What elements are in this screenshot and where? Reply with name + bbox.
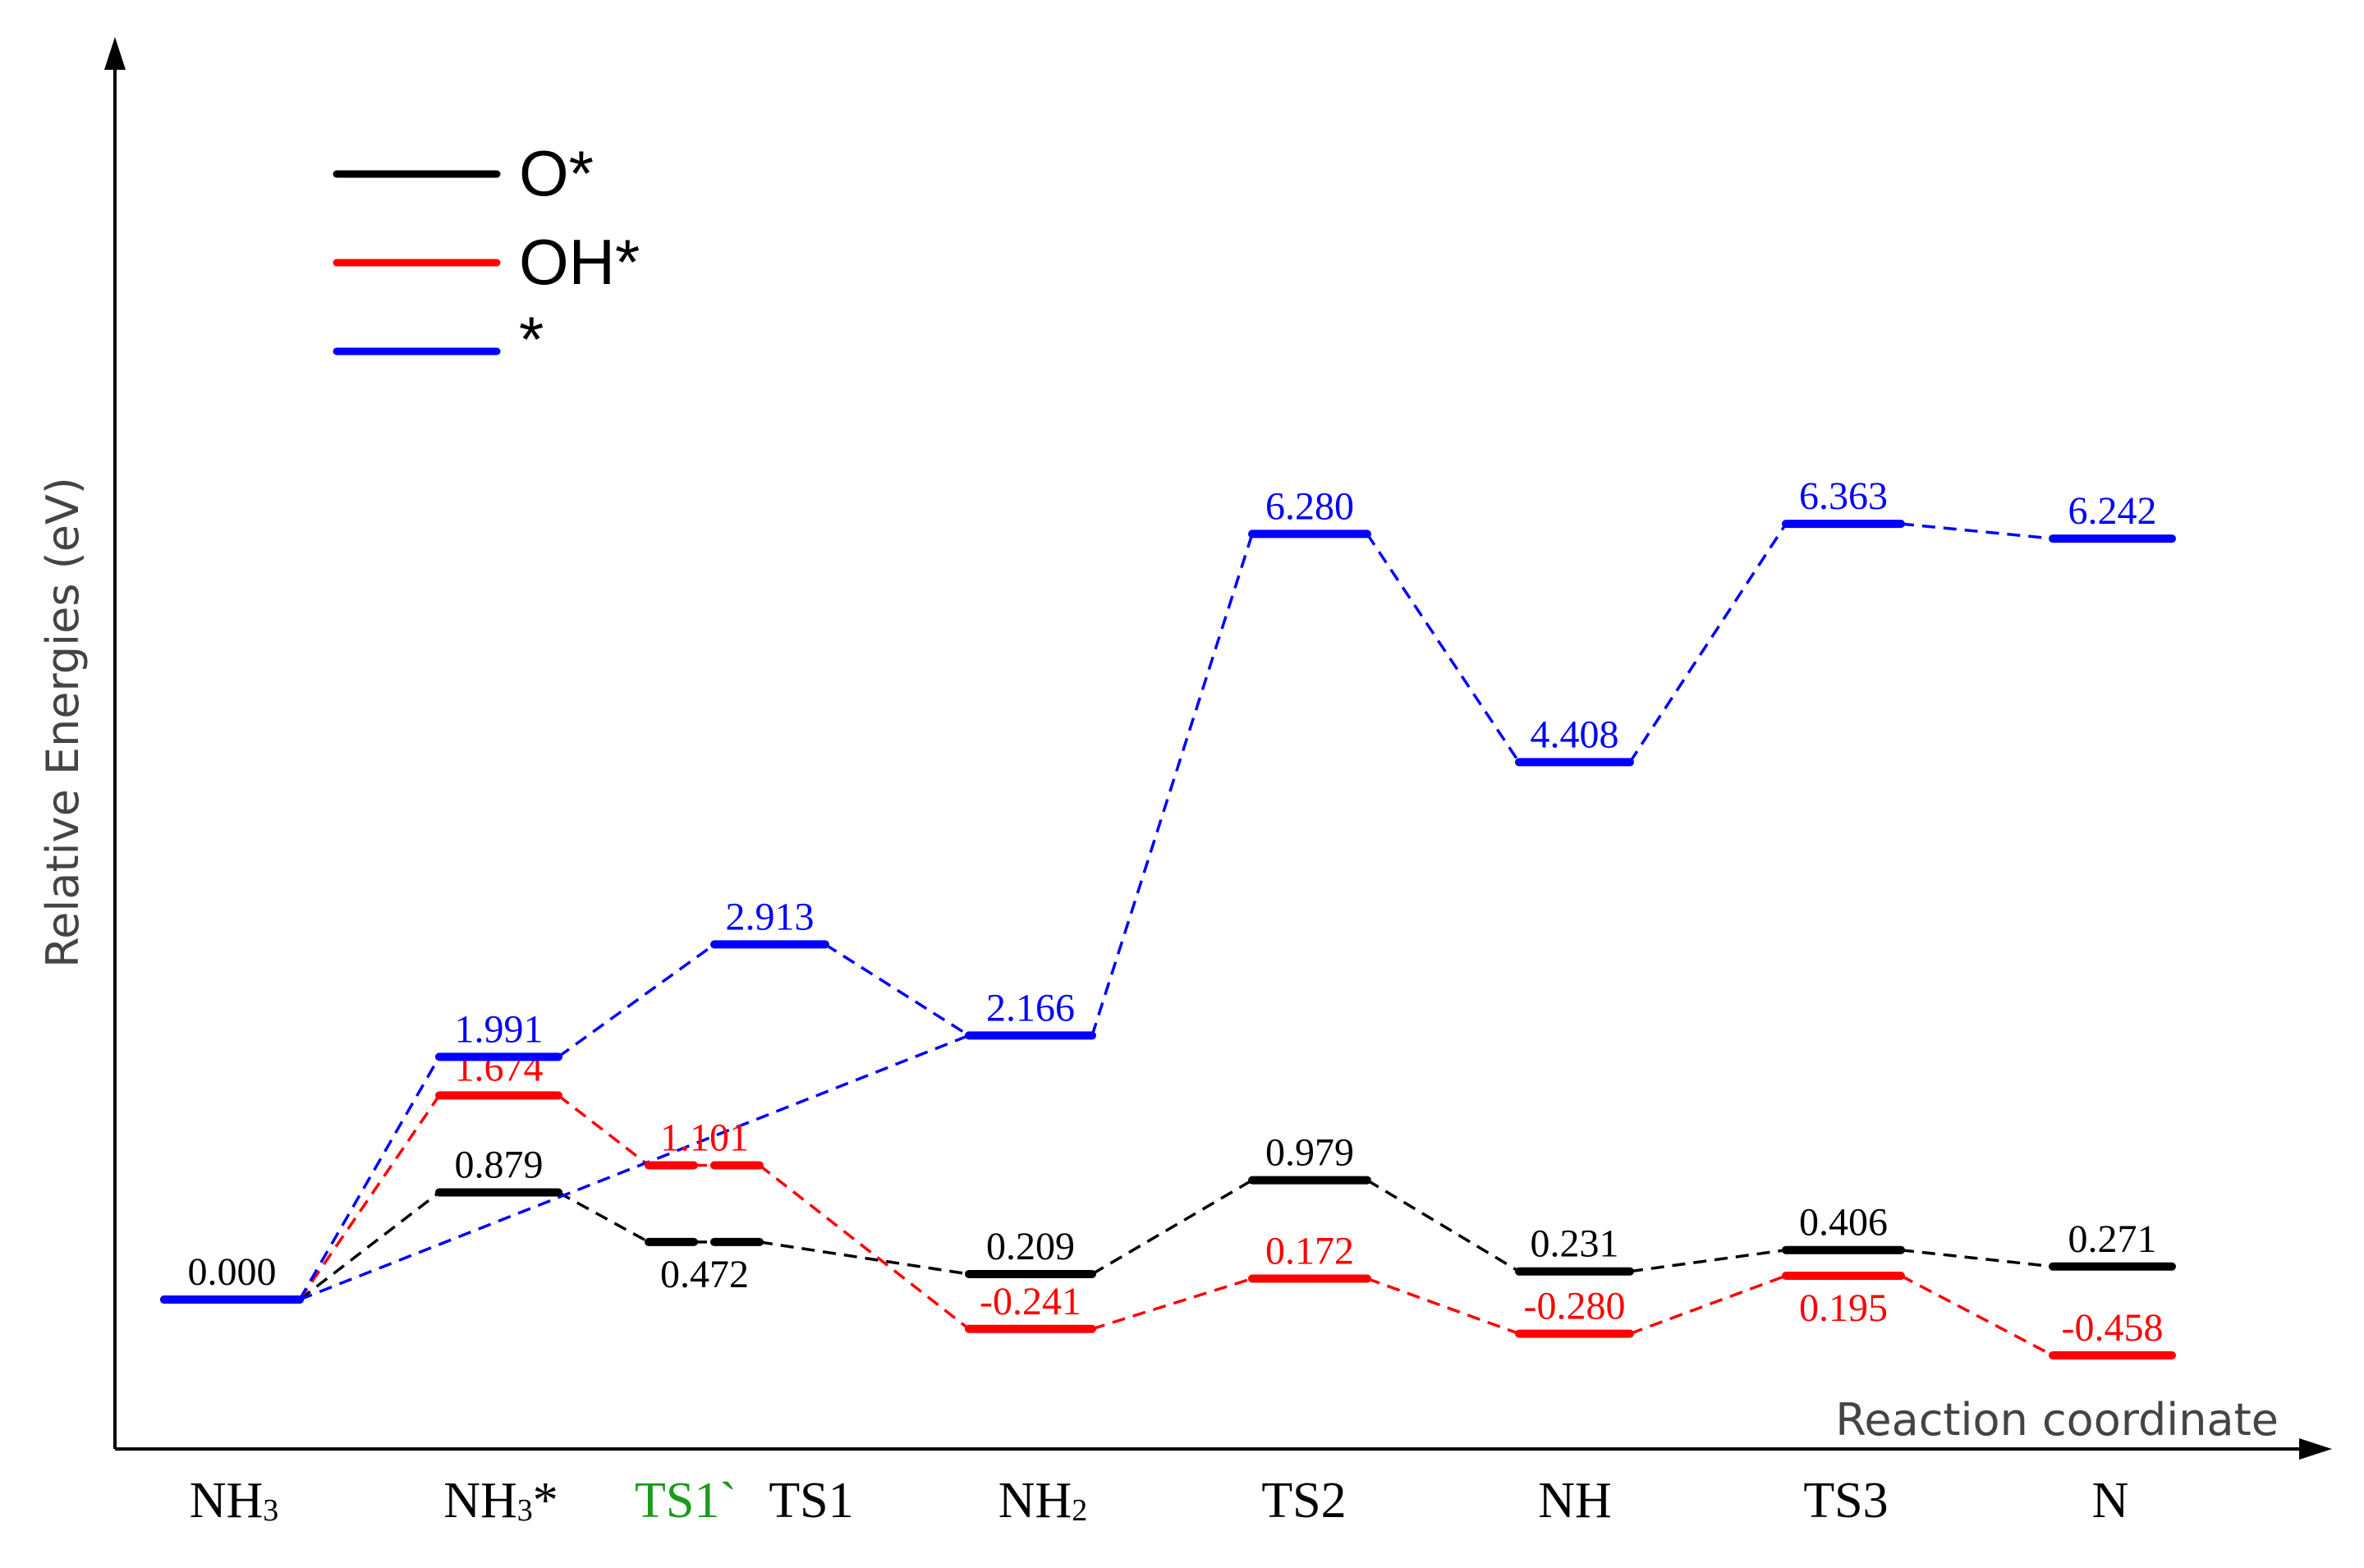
connector-o-5 — [1366, 1179, 1520, 1273]
x-tick-labels: NH3 NH3* TS1` TS1 NH2 TS2 NH TS3 N — [190, 1473, 2129, 1529]
connector-star-5 — [1628, 523, 1788, 763]
value-label-o-1: 0.879 — [455, 1143, 544, 1186]
connector-star-6 — [1900, 522, 2054, 540]
connector-oh-0 — [298, 1094, 441, 1300]
connector-star-direct — [299, 1034, 970, 1301]
x-axis-title: Reaction coordinate — [1835, 1394, 2279, 1446]
connector-oh-5 — [1366, 1277, 1520, 1336]
connector-o-0 — [298, 1191, 441, 1301]
value-label-o-5: 0.979 — [1265, 1131, 1354, 1175]
value-label-oh-3: 1.101 — [660, 1116, 749, 1160]
connector-oh-7 — [1900, 1274, 2054, 1357]
x-tick-label-3: TS1 — [769, 1473, 853, 1529]
value-label-star-3: 2.166 — [986, 986, 1075, 1029]
x-tick-label-4: NH2 — [998, 1473, 1088, 1529]
legend-label-oh: OH* — [519, 226, 640, 298]
y-axis-arrow-icon — [104, 37, 126, 70]
x-axis-arrow-icon — [2299, 1438, 2332, 1460]
connector-star-3 — [1090, 533, 1254, 1036]
legend: O* OH* * — [333, 137, 640, 375]
value-label-star-6: 6.363 — [1799, 475, 1888, 518]
x-tick-label-7: TS3 — [1803, 1473, 1888, 1529]
value-label-star-5: 4.408 — [1531, 713, 1619, 756]
connector-star-1 — [557, 942, 716, 1058]
connector-o-7 — [1900, 1248, 2054, 1268]
connector-star-4 — [1366, 533, 1521, 763]
connector-o-1 — [558, 1190, 650, 1244]
value-label-o-8: 0.271 — [2068, 1217, 2157, 1261]
connector-oh-6 — [1629, 1274, 1787, 1336]
x-tick-label-2: TS1` — [635, 1473, 737, 1529]
value-label-o-4: 0.209 — [986, 1225, 1075, 1268]
x-tick-label-1: NH3* — [443, 1473, 558, 1529]
connector-star-0 — [298, 1056, 441, 1300]
legend-label-star: * — [519, 303, 544, 375]
value-label-oh-6: -0.280 — [1524, 1285, 1626, 1328]
value-label-o-6: 0.231 — [1531, 1222, 1619, 1266]
x-tick-label-8: N — [2092, 1473, 2129, 1529]
x-tick-label-5: TS2 — [1261, 1473, 1346, 1529]
connector-oh-3 — [758, 1164, 971, 1331]
value-label-oh-8: -0.458 — [2062, 1306, 2164, 1350]
connector-oh-1 — [557, 1094, 650, 1167]
connector-o-3 — [759, 1240, 970, 1276]
x-tick-label-0: NH3 — [190, 1473, 279, 1529]
value-label-star-4: 6.280 — [1265, 484, 1354, 528]
connector-star-2 — [824, 942, 970, 1037]
value-label-oh-5: 0.172 — [1265, 1229, 1354, 1272]
connector-o-6 — [1629, 1248, 1787, 1273]
value-label-oh-7: 0.195 — [1799, 1286, 1888, 1330]
connector-oh-4 — [1091, 1277, 1253, 1331]
value-label-star-7: 6.242 — [2068, 489, 2157, 533]
plot-area: 0.000 0.879 0.472 0.209 0.979 0.231 0.406 0.271… — [160, 475, 2176, 1360]
legend-label-o: O* — [519, 137, 594, 209]
y-axis-title: Relative Energies (eV) — [37, 477, 89, 968]
value-label-oh-4: -0.241 — [980, 1280, 1081, 1323]
value-label-o-0: 0.000 — [188, 1250, 277, 1294]
value-label-o-7: 0.406 — [1799, 1201, 1888, 1245]
x-tick-label-6: NH — [1538, 1473, 1612, 1529]
value-label-star-1: 1.991 — [455, 1007, 544, 1051]
value-label-star-2: 2.913 — [726, 895, 815, 938]
value-label-o-3: 0.472 — [660, 1253, 749, 1296]
connector-o-4 — [1091, 1179, 1253, 1276]
